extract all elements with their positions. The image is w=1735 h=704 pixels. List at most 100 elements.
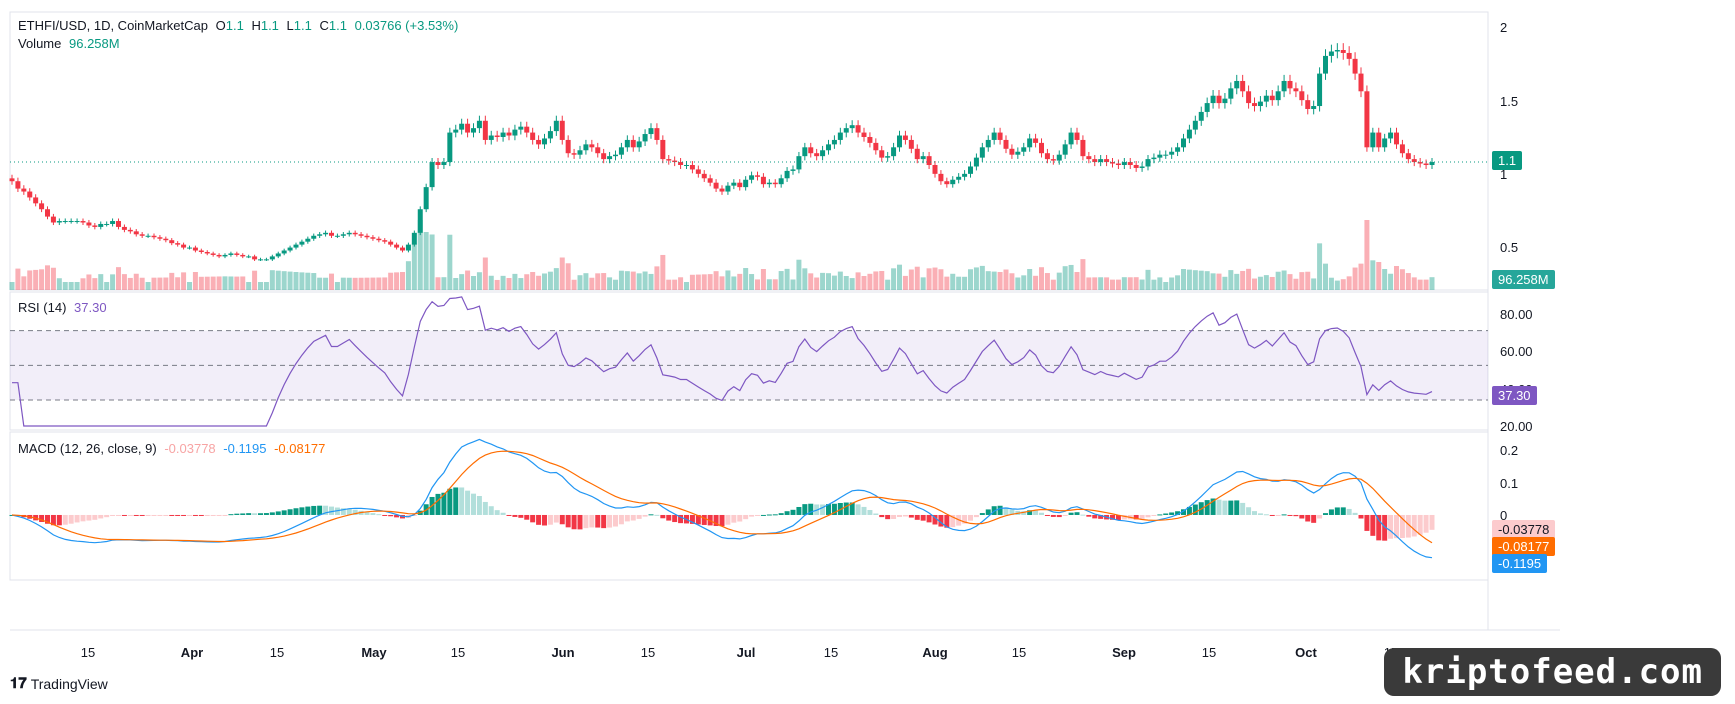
macd-histogram-bar xyxy=(1210,498,1216,515)
candle-body xyxy=(311,235,317,239)
candle-body xyxy=(240,254,246,257)
volume-bar xyxy=(559,257,565,290)
volume-bar xyxy=(1429,277,1435,290)
macd-histogram-bar xyxy=(181,514,187,516)
macd-histogram-bar xyxy=(346,508,352,515)
volume-bar xyxy=(701,274,707,290)
macd-histogram-bar xyxy=(1305,514,1311,522)
volume-bar xyxy=(1009,273,1015,290)
volume-bar xyxy=(938,269,944,290)
candle-body xyxy=(790,169,796,171)
candle-body xyxy=(465,123,471,133)
macd-histogram-bar xyxy=(329,506,334,515)
volume-badge: 96.258M xyxy=(1492,270,1555,289)
volume-bar xyxy=(299,272,305,290)
macd-histogram-bar xyxy=(1317,514,1323,519)
volume-bar xyxy=(175,277,181,290)
candle-body xyxy=(471,128,476,133)
volume-bar xyxy=(329,273,334,290)
macd-histogram-bar xyxy=(962,514,968,524)
candle-body xyxy=(956,176,962,180)
volume-bar xyxy=(1003,269,1009,290)
candle-body xyxy=(394,244,400,248)
volume-bar xyxy=(139,277,145,290)
volume-bar xyxy=(388,272,394,290)
volume-bar xyxy=(1263,275,1269,290)
volume-bar xyxy=(725,270,731,290)
volume-bar xyxy=(831,275,837,290)
volume-bar xyxy=(334,282,340,290)
candle-body xyxy=(1039,142,1044,154)
macd-histogram-bar xyxy=(891,514,897,520)
price-legend: ETHFI/USD, 1D, CoinMarketCap O1.1 H1.1 L… xyxy=(18,18,462,33)
macd-histogram-bar xyxy=(145,514,151,516)
macd-histogram-bar xyxy=(435,493,441,515)
volume-bar xyxy=(1376,262,1382,290)
volume-bar xyxy=(1216,273,1222,290)
volume-bar xyxy=(583,273,589,290)
candle-body xyxy=(1139,166,1145,168)
volume-bar xyxy=(1104,277,1110,290)
macd-histogram-bar xyxy=(246,513,252,515)
volume-bar xyxy=(1228,270,1234,290)
x-tick: 15 xyxy=(269,645,285,660)
macd-histogram-bar xyxy=(861,506,867,515)
volume-bar xyxy=(512,273,518,290)
macd-histogram-bar xyxy=(459,487,465,515)
volume-bar xyxy=(98,274,104,290)
volume-bar xyxy=(1169,277,1175,290)
candle-body xyxy=(861,132,867,137)
volume-bar xyxy=(636,273,642,290)
macd-hist-value: -0.03778 xyxy=(164,441,216,456)
macd-histogram-bar xyxy=(1382,514,1388,541)
macd-histogram-bar xyxy=(542,514,547,526)
macd-histogram-bar xyxy=(547,514,553,525)
volume-bar xyxy=(210,276,216,290)
macd-histogram-bar xyxy=(1429,514,1435,530)
candle-body xyxy=(400,247,405,251)
macd-histogram-bar xyxy=(1234,500,1240,515)
volume-bar xyxy=(488,275,494,290)
volume-bar xyxy=(713,271,719,290)
candle-body xyxy=(1417,162,1423,164)
macd-histogram-bar xyxy=(163,514,169,516)
candle-body xyxy=(157,237,163,239)
candle-body xyxy=(488,135,494,140)
volume-bar xyxy=(1287,274,1293,290)
macd-histogram-bar xyxy=(1376,514,1382,541)
candle-body xyxy=(666,159,672,161)
candle-body xyxy=(1240,80,1246,92)
volume-bar xyxy=(1056,272,1062,290)
macd-histogram-bar xyxy=(1003,507,1009,515)
macd-histogram-bar xyxy=(796,506,802,515)
candle-body xyxy=(329,232,334,236)
candle-body xyxy=(476,120,482,129)
candle-body xyxy=(1074,132,1080,140)
volume-bar xyxy=(222,276,228,290)
volume-bar xyxy=(618,270,624,290)
volume-bar xyxy=(405,261,411,290)
macd-histogram-bar xyxy=(666,514,672,521)
candle-body xyxy=(731,182,737,186)
volume-bar xyxy=(755,279,760,290)
macd-histogram-bar xyxy=(944,514,950,528)
macd-histogram-bar xyxy=(1216,499,1222,515)
macd-histogram-bar xyxy=(116,514,121,516)
macd-histogram-bar xyxy=(1204,500,1210,515)
candle-body xyxy=(684,165,689,167)
macd-histogram-bar xyxy=(204,514,210,516)
candle-body xyxy=(258,259,263,261)
candle-body xyxy=(1382,138,1388,148)
tradingview-logo[interactable]: 𝟏𝟕 TradingView xyxy=(10,675,108,692)
symbol-label: ETHFI/USD, 1D, CoinMarketCap xyxy=(18,18,208,33)
macd-histogram-bar xyxy=(553,514,559,523)
candle-body xyxy=(293,244,299,248)
volume-bar xyxy=(482,257,488,290)
candle-body xyxy=(849,125,855,129)
volume-bar xyxy=(364,277,370,290)
candle-body xyxy=(62,221,68,223)
macd-histogram-bar xyxy=(826,504,831,515)
candle-body xyxy=(926,156,932,166)
candle-body xyxy=(547,131,553,139)
